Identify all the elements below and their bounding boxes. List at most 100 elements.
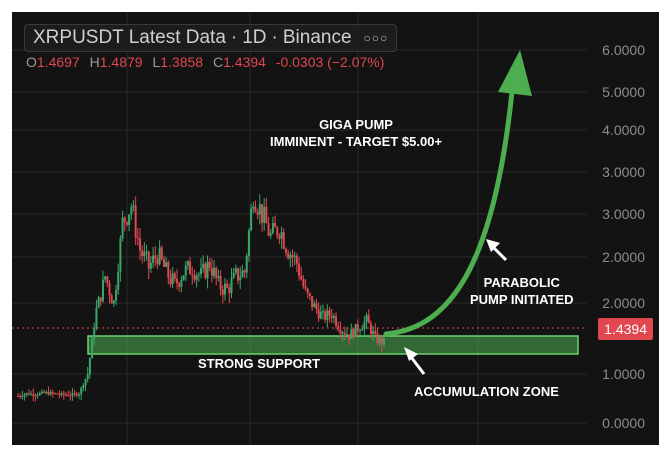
candle-body bbox=[167, 262, 170, 278]
exchange-label: Binance bbox=[282, 27, 352, 48]
candle-body bbox=[152, 255, 155, 263]
candle-body bbox=[69, 395, 72, 397]
candle-body bbox=[119, 238, 122, 272]
candle-body bbox=[27, 393, 30, 395]
candle-body bbox=[67, 394, 70, 396]
chart-frame: XRPUSDT Latest Data · 1D · Binance ○○○ O… bbox=[12, 12, 659, 445]
candle-body bbox=[345, 334, 348, 336]
candle-body bbox=[230, 278, 233, 294]
candle-body bbox=[359, 330, 362, 332]
candle-body bbox=[328, 310, 331, 316]
candle-body bbox=[165, 262, 168, 267]
parabolic-projection-arrow bbox=[383, 89, 515, 337]
y-tick-label: 5.0000 bbox=[602, 84, 645, 100]
candle-body bbox=[156, 258, 159, 265]
candle-body bbox=[178, 283, 181, 287]
candle-body bbox=[226, 283, 229, 288]
candle-body bbox=[265, 206, 268, 224]
candle-body bbox=[134, 205, 137, 238]
candle-body bbox=[200, 268, 202, 275]
candle-body bbox=[86, 374, 89, 380]
candle-body bbox=[160, 247, 163, 259]
candle-body bbox=[93, 328, 96, 340]
candle-body bbox=[350, 329, 353, 339]
candle-body bbox=[141, 250, 144, 257]
candle-body bbox=[115, 289, 118, 301]
target-annotation-line1: GIGA PUMP bbox=[319, 117, 393, 132]
candle-body bbox=[341, 332, 344, 334]
candle-body bbox=[263, 206, 266, 223]
candle-body bbox=[145, 251, 148, 253]
candle-body bbox=[36, 394, 39, 396]
open-value: 1.4697 bbox=[36, 54, 80, 70]
candle-body bbox=[112, 300, 115, 304]
candle-body bbox=[125, 222, 128, 225]
candle-body bbox=[128, 214, 131, 225]
candle-body bbox=[75, 393, 78, 396]
symbol-header[interactable]: XRPUSDT Latest Data · 1D · Binance ○○○ bbox=[24, 24, 398, 52]
y-tick-label: 3.0000 bbox=[602, 206, 645, 222]
candle-body bbox=[376, 333, 379, 344]
candle-body bbox=[363, 321, 366, 330]
candle-body bbox=[269, 233, 272, 236]
candle-body bbox=[191, 274, 194, 276]
candle-body bbox=[374, 330, 377, 334]
accumulation-label: ACCUMULATION ZONE bbox=[414, 384, 559, 399]
candle-body bbox=[354, 324, 357, 337]
candle-body bbox=[291, 254, 294, 258]
candle-body bbox=[195, 275, 198, 280]
candle-body bbox=[348, 334, 351, 339]
candle-body bbox=[332, 316, 335, 318]
candle-body bbox=[80, 388, 83, 395]
candle-body bbox=[271, 223, 274, 234]
candle-body bbox=[223, 283, 226, 295]
candle-body bbox=[311, 295, 314, 308]
candle-body bbox=[97, 297, 100, 308]
candle-body bbox=[245, 255, 248, 273]
candle-body bbox=[300, 276, 303, 280]
candle-body bbox=[147, 251, 150, 269]
candle-body bbox=[221, 289, 224, 295]
candle-body bbox=[372, 330, 375, 335]
candle-body bbox=[40, 391, 43, 394]
candle-body bbox=[176, 278, 179, 284]
candle-body bbox=[308, 293, 311, 296]
candle-body bbox=[276, 227, 279, 236]
candle-body bbox=[139, 238, 141, 251]
candle-body bbox=[171, 273, 174, 285]
candle-body bbox=[110, 295, 113, 304]
candle-body bbox=[339, 329, 342, 334]
candle-body bbox=[326, 310, 329, 320]
candle-body bbox=[337, 326, 340, 330]
candle-body bbox=[88, 358, 91, 375]
candle-body bbox=[154, 255, 157, 259]
candle-body bbox=[43, 391, 46, 393]
candle-body bbox=[330, 315, 333, 318]
ohlc-readout: O1.4697 H1.4879 L1.3858 C1.4394 -0.0303 … bbox=[26, 54, 384, 70]
candle-body bbox=[49, 392, 52, 395]
candle-body bbox=[234, 268, 237, 273]
candle-body bbox=[383, 338, 385, 345]
candle-body bbox=[252, 206, 255, 209]
candle-body bbox=[182, 275, 185, 281]
candle-body bbox=[162, 258, 165, 267]
candle-body bbox=[247, 230, 250, 256]
candle-body bbox=[378, 337, 381, 344]
candle-body bbox=[315, 303, 318, 310]
candle-body bbox=[51, 392, 54, 394]
candle-body bbox=[304, 286, 307, 289]
candle-body bbox=[180, 280, 183, 287]
candle-body bbox=[365, 315, 368, 322]
candle-body bbox=[149, 262, 152, 269]
candle-body bbox=[213, 267, 216, 276]
candle-body bbox=[64, 394, 67, 396]
open-label: O bbox=[26, 54, 37, 70]
candle-body bbox=[313, 303, 316, 308]
candle-body bbox=[267, 223, 270, 236]
candle-body bbox=[302, 279, 305, 287]
more-dots-icon[interactable]: ○○○ bbox=[363, 31, 389, 45]
y-tick-label: 3.0000 bbox=[602, 164, 645, 180]
candle-body bbox=[241, 270, 244, 278]
high-label: H bbox=[89, 54, 100, 70]
parabolic-annotation-line2: PUMP INITIATED bbox=[470, 292, 574, 307]
